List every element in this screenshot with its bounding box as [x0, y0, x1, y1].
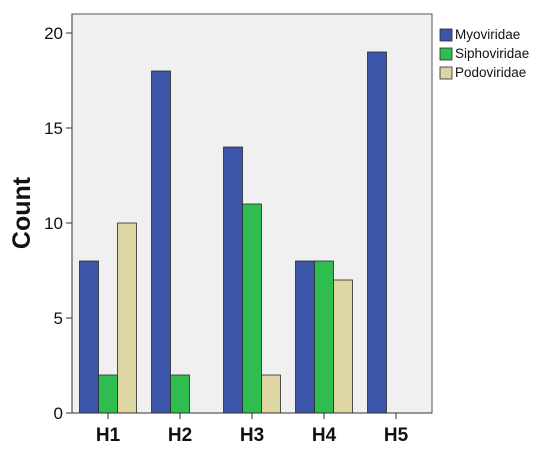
bar-siphoviridae-h3 — [242, 203, 262, 414]
y-axis: 0 5 10 15 20 — [44, 14, 73, 423]
bar-podoviridae-h3 — [261, 374, 281, 414]
legend-swatch-myoviridae — [439, 28, 453, 42]
bar-podoviridae-h1 — [117, 222, 137, 414]
bar-myoviridae-h4 — [295, 260, 315, 414]
y-tick-label: 5 — [54, 309, 63, 328]
bar-podoviridae-h4 — [333, 279, 353, 414]
bars-layer — [79, 51, 387, 414]
bar-myoviridae-h2 — [151, 70, 171, 414]
y-axis-label: Count — [8, 176, 36, 249]
y-tick-label: 20 — [44, 24, 63, 43]
x-axis: H1 H2 H3 H4 H5 — [72, 412, 432, 446]
bar-myoviridae-h3 — [223, 146, 243, 414]
y-tick-label: 15 — [44, 119, 63, 138]
y-tick-label: 10 — [44, 214, 63, 233]
x-tick-label: H5 — [384, 425, 409, 445]
legend-swatch-podoviridae — [439, 66, 453, 80]
legend-swatch-siphoviridae — [439, 47, 453, 61]
bar-siphoviridae-h2 — [170, 374, 190, 414]
legend-label-siphoviridae: Siphoviridae — [455, 46, 529, 61]
legend-label-podoviridae: Podoviridae — [455, 65, 526, 80]
bar-myoviridae-h1 — [79, 260, 99, 414]
legend: Myoviridae Siphoviridae Podoviridae — [439, 27, 529, 80]
bar-siphoviridae-h4 — [314, 260, 334, 414]
bar-siphoviridae-h1 — [98, 374, 118, 414]
legend-label-myoviridae: Myoviridae — [455, 27, 520, 42]
x-tick-label: H4 — [312, 425, 337, 445]
y-tick-label: 0 — [54, 404, 63, 423]
bar-myoviridae-h5 — [367, 51, 387, 414]
x-tick-label: H3 — [240, 425, 264, 445]
x-tick-label: H1 — [96, 425, 121, 445]
x-tick-label: H2 — [168, 425, 192, 445]
